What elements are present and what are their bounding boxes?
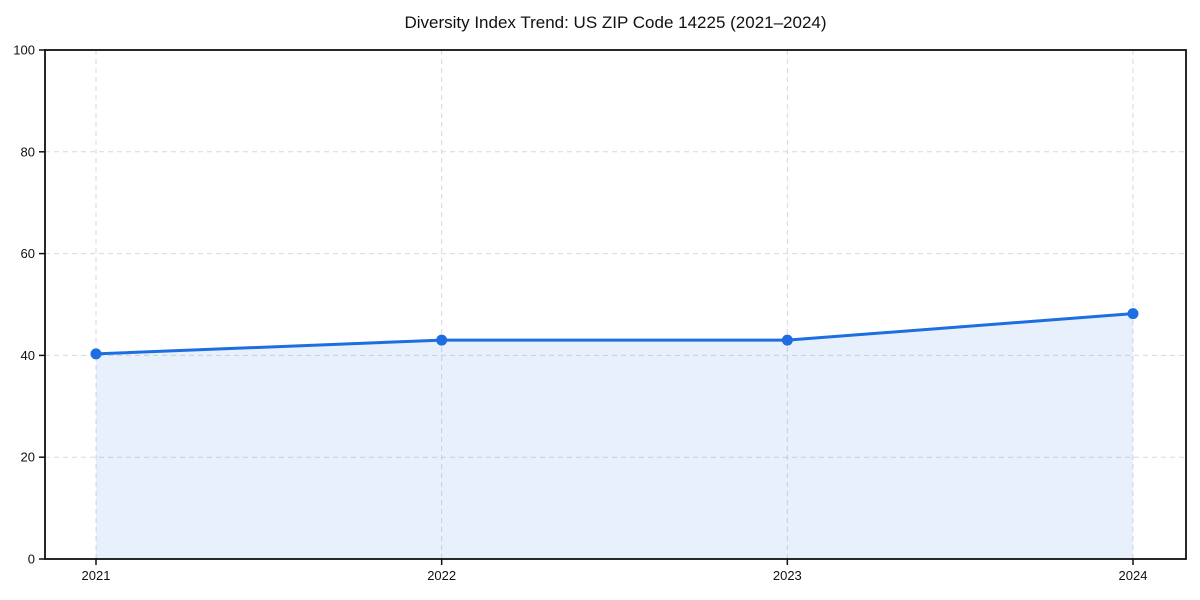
chart-title: Diversity Index Trend: US ZIP Code 14225…	[404, 13, 827, 32]
y-tick-label: 60	[21, 246, 35, 261]
y-tick-label: 0	[28, 552, 35, 567]
trend-line	[94, 312, 1135, 356]
area-fill	[96, 313, 1133, 559]
y-tick-label: 80	[21, 144, 35, 159]
data-point-2024	[1127, 308, 1139, 320]
x-tick-label: 2022	[427, 568, 456, 583]
plot-frame	[44, 49, 1187, 560]
data-point-2023	[781, 334, 793, 346]
data-point-2022	[436, 334, 448, 346]
data-point-2021	[90, 348, 102, 360]
x-tick-label: 2024	[1119, 568, 1148, 583]
x-tick-label: 2021	[82, 568, 111, 583]
x-tick-label: 2023	[773, 568, 802, 583]
y-tick-label: 100	[13, 43, 35, 58]
y-tick-label: 40	[21, 348, 35, 363]
y-tick-label: 20	[21, 450, 35, 465]
